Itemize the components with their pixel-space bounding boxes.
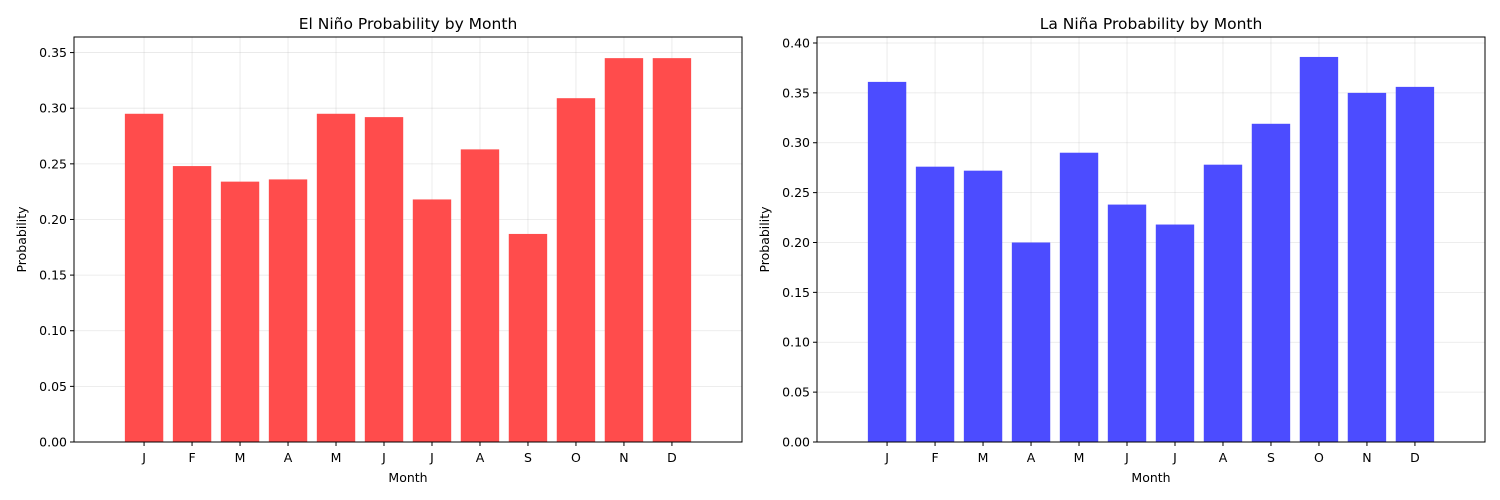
y-tick-label: 0.00 bbox=[782, 435, 810, 450]
bar bbox=[220, 181, 260, 442]
y-tick-label: 0.10 bbox=[39, 323, 67, 338]
bar bbox=[604, 58, 644, 443]
y-axis-label: Probability bbox=[757, 206, 772, 273]
y-tick-label: 0.25 bbox=[782, 185, 810, 200]
bar bbox=[1347, 92, 1387, 443]
y-tick-label: 0.35 bbox=[782, 85, 810, 100]
x-tick-label: M bbox=[978, 450, 989, 465]
x-tick-label: M bbox=[1074, 450, 1085, 465]
x-tick-label: J bbox=[141, 450, 146, 465]
y-tick-label: 0.40 bbox=[782, 35, 810, 50]
y-tick-label: 0.20 bbox=[39, 212, 67, 227]
y-tick-label: 0.25 bbox=[39, 156, 67, 171]
bar bbox=[1299, 56, 1339, 442]
x-tick-label: N bbox=[1362, 450, 1371, 465]
bars bbox=[867, 56, 1435, 443]
bar bbox=[867, 81, 907, 442]
bar bbox=[172, 166, 212, 443]
x-axis-label: Month bbox=[1131, 470, 1170, 485]
chart-title: La Niña Probability by Month bbox=[1040, 15, 1263, 33]
bar bbox=[1059, 152, 1099, 442]
bar bbox=[1107, 204, 1147, 442]
x-tick-label: O bbox=[1314, 450, 1324, 465]
bar bbox=[316, 113, 356, 443]
x-tick-label: F bbox=[931, 450, 938, 465]
axis-ticks: 0.00 0.05 0.10 0.15 0.20 0.25 0.30 0.35 0.40 J F M A… bbox=[782, 35, 1420, 465]
plot-frame bbox=[816, 36, 1486, 443]
x-axis-label: Month bbox=[388, 470, 427, 485]
bar bbox=[1251, 123, 1291, 443]
plot-frame bbox=[73, 36, 743, 443]
y-tick-label: 0.00 bbox=[39, 435, 67, 450]
axis-ticks: 0.00 0.05 0.10 0.15 0.20 0.25 0.30 0.35 J F M A M J J A… bbox=[39, 45, 677, 465]
bar bbox=[1155, 224, 1195, 442]
x-tick-label: N bbox=[619, 450, 628, 465]
x-tick-label: J bbox=[429, 450, 434, 465]
y-axis-label: Probability bbox=[14, 206, 29, 273]
x-tick-label: F bbox=[188, 450, 195, 465]
x-tick-label: A bbox=[1027, 450, 1036, 465]
x-tick-label: D bbox=[1410, 450, 1420, 465]
y-tick-label: 0.10 bbox=[782, 335, 810, 350]
bar bbox=[508, 233, 548, 442]
x-tick-label: S bbox=[524, 450, 532, 465]
y-tick-label: 0.15 bbox=[39, 268, 67, 283]
bar bbox=[1203, 164, 1243, 442]
y-tick-label: 0.05 bbox=[782, 385, 810, 400]
bar bbox=[652, 58, 692, 443]
x-tick-label: D bbox=[667, 450, 677, 465]
x-tick-label: M bbox=[235, 450, 246, 465]
bar bbox=[963, 170, 1003, 442]
bar bbox=[460, 149, 500, 442]
bar bbox=[556, 98, 596, 442]
bars bbox=[124, 58, 692, 443]
y-tick-label: 0.20 bbox=[782, 235, 810, 250]
x-tick-label: A bbox=[476, 450, 485, 465]
x-tick-label: S bbox=[1267, 450, 1275, 465]
chart-title: El Niño Probability by Month bbox=[299, 15, 518, 33]
x-tick-label: A bbox=[284, 450, 293, 465]
y-tick-label: 0.30 bbox=[782, 135, 810, 150]
x-tick-label: J bbox=[1124, 450, 1129, 465]
bar bbox=[1395, 86, 1435, 443]
chart-el-nino: El Niño Probability by Month Month Proba… bbox=[14, 15, 743, 485]
bar bbox=[915, 166, 955, 442]
y-tick-label: 0.30 bbox=[39, 101, 67, 116]
bar bbox=[412, 199, 452, 442]
bar bbox=[268, 179, 308, 442]
x-tick-label: M bbox=[331, 450, 342, 465]
y-tick-label: 0.35 bbox=[39, 45, 67, 60]
x-tick-label: O bbox=[571, 450, 581, 465]
x-tick-label: J bbox=[381, 450, 386, 465]
x-tick-label: J bbox=[884, 450, 889, 465]
x-tick-label: A bbox=[1219, 450, 1228, 465]
y-tick-label: 0.15 bbox=[782, 285, 810, 300]
chart-la-nina: La Niña Probability by Month Month Proba… bbox=[757, 15, 1486, 485]
bar bbox=[364, 117, 404, 442]
bar bbox=[124, 113, 164, 443]
bar bbox=[1011, 242, 1051, 442]
x-tick-label: J bbox=[1172, 450, 1177, 465]
y-tick-label: 0.05 bbox=[39, 379, 67, 394]
